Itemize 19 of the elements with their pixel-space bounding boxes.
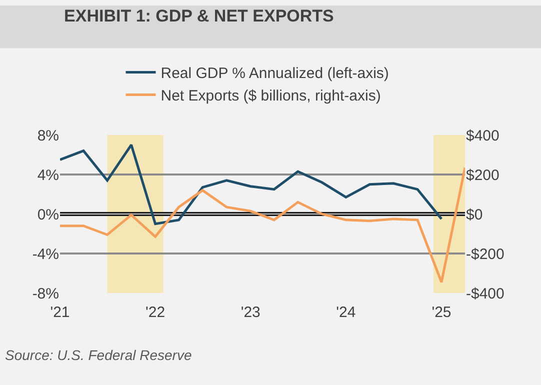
legend-label: Net Exports ($ billions, right-axis) [160,88,381,105]
y2-tick-label: -$400 [466,285,504,302]
y2-tick-label: $0 [466,206,483,224]
source-note: Source: U.S. Federal Reserve [5,347,192,363]
x-tick-label: '23 [240,304,260,321]
y-tick-label: 0% [37,206,59,224]
y2-tick-label: -$200 [466,246,504,263]
y2-tick-label: $200 [466,166,500,184]
y-tick-label: 8% [37,127,59,144]
legend-label: Real GDP % Annualized (left-axis) [160,65,389,82]
y2-tick-label: $400 [466,127,500,144]
x-tick-label: '21 [50,304,70,321]
chart-title: EXHIBIT 1: GDP & NET EXPORTS [64,6,334,26]
x-tick-label: '25 [432,304,452,321]
y-tick-label: 4% [37,166,59,184]
y-tick-label: -8% [32,285,59,302]
y-tick-label: -4% [32,246,59,263]
x-tick-label: '24 [336,304,356,321]
x-tick-label: '22 [146,304,166,321]
